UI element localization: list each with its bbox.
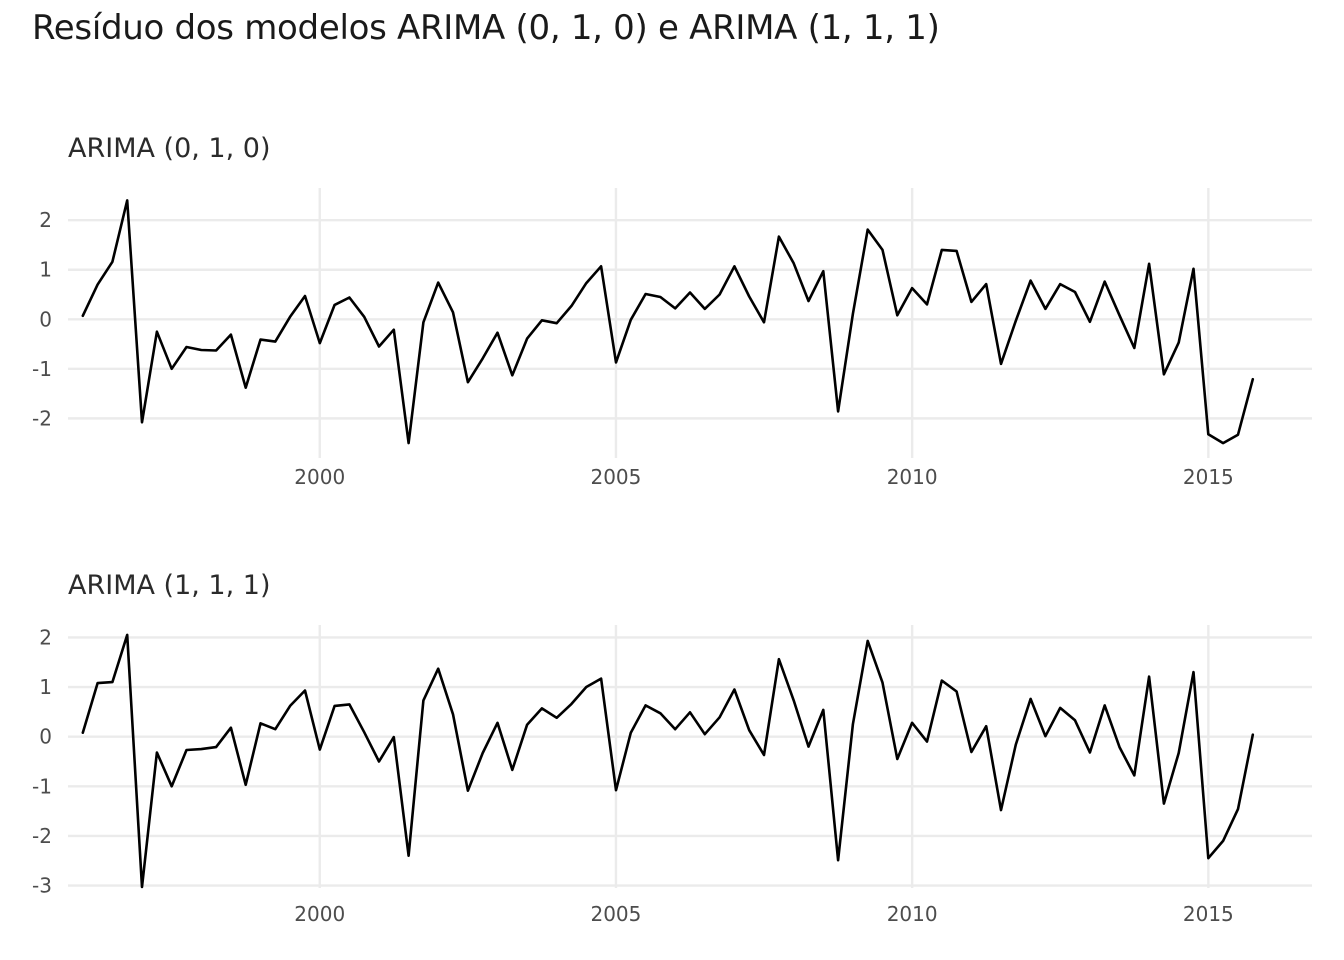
panel-title-arima-111: ARIMA (1, 1, 1): [68, 570, 271, 601]
y-tick-label: 0: [39, 725, 52, 749]
panel-1: 2 1 0 -1 -2 -3 2000 2005 2010 2015: [32, 625, 1312, 926]
y-tick-label: -2: [32, 824, 52, 848]
panel-0: 2 1 0 -1 -2 2000 2005 2010 2015: [32, 188, 1312, 489]
page-title: Resíduo dos modelos ARIMA (0, 1, 0) e AR…: [32, 8, 940, 48]
y-tick-label: 0: [39, 307, 52, 331]
x-tick-label: 2015: [1183, 902, 1234, 926]
y-tick-label: 2: [39, 625, 52, 649]
y-tick-label: -1: [32, 357, 52, 381]
residual-series-line: [81, 199, 1255, 445]
y-tick-label: -2: [32, 406, 52, 430]
x-tick-label: 2010: [887, 465, 938, 489]
y-tick-label: 2: [39, 208, 52, 232]
x-tick-label: 2000: [294, 465, 345, 489]
y-tick-label: -3: [32, 874, 52, 898]
x-tick-label: 2015: [1183, 465, 1234, 489]
panel-title-arima-010: ARIMA (0, 1, 0): [68, 133, 271, 164]
x-tick-label: 2010: [887, 902, 938, 926]
residual-series-line: [81, 633, 1255, 889]
x-tick-label: 2005: [590, 902, 641, 926]
x-tick-label: 2000: [294, 902, 345, 926]
x-tick-label: 2005: [590, 465, 641, 489]
y-tick-label: -1: [32, 774, 52, 798]
y-tick-label: 1: [39, 675, 52, 699]
y-tick-label: 1: [39, 258, 52, 282]
